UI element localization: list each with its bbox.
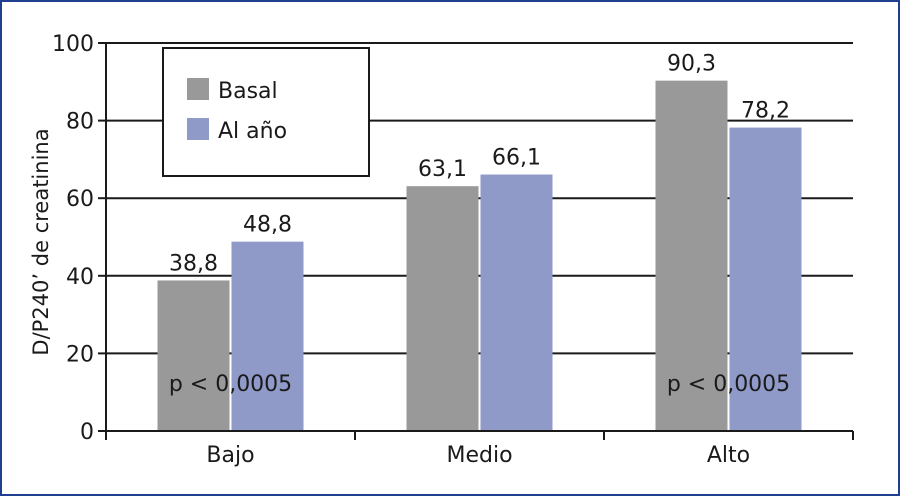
gridlines [106, 42, 853, 355]
y-tick-label: 100 [52, 32, 94, 57]
legend-label-basal: Basal [218, 79, 278, 104]
bar-al-ano [231, 241, 304, 431]
data-label: 63,1 [418, 157, 467, 182]
bar-basal [655, 80, 728, 432]
x-tick-label: Medio [446, 443, 512, 468]
x-tick-label: Alto [707, 443, 750, 468]
bar-al-ano [729, 127, 802, 432]
p-value-annotation: p < 0,0005 [169, 372, 292, 397]
legend-swatch-basal [187, 78, 209, 100]
axes: 0 20 40 60 80 100 Bajo Medio Alto [52, 32, 854, 468]
y-axis-label: D/P240’ de creatinina [29, 128, 53, 355]
y-tick-label: 60 [66, 187, 94, 212]
data-label: 78,2 [741, 99, 790, 124]
p-value-annotation: p < 0,0005 [667, 372, 790, 397]
data-label: 38,8 [169, 251, 218, 276]
data-label: 48,8 [243, 213, 292, 238]
legend-label-al-ano: Al año [218, 119, 287, 144]
bars [157, 80, 802, 432]
y-tick-label: 40 [66, 265, 94, 290]
bar-basal [157, 280, 230, 431]
legend-swatch-al-ano [187, 118, 209, 140]
bar-al-ano [480, 174, 553, 432]
y-tick-label: 0 [80, 420, 94, 445]
y-tick-label: 20 [66, 342, 94, 367]
x-tick-label: Bajo [206, 443, 254, 468]
data-label: 90,3 [667, 52, 716, 77]
y-tick-label: 80 [66, 110, 94, 135]
data-label: 66,1 [492, 146, 541, 171]
legend: Basal Al año [162, 47, 370, 177]
data-labels: 38,8 48,8 63,1 66,1 90,3 78,2 p < 0,0005 p < 0,… [169, 52, 790, 397]
legend-box [162, 47, 370, 177]
bar-basal [406, 186, 479, 431]
